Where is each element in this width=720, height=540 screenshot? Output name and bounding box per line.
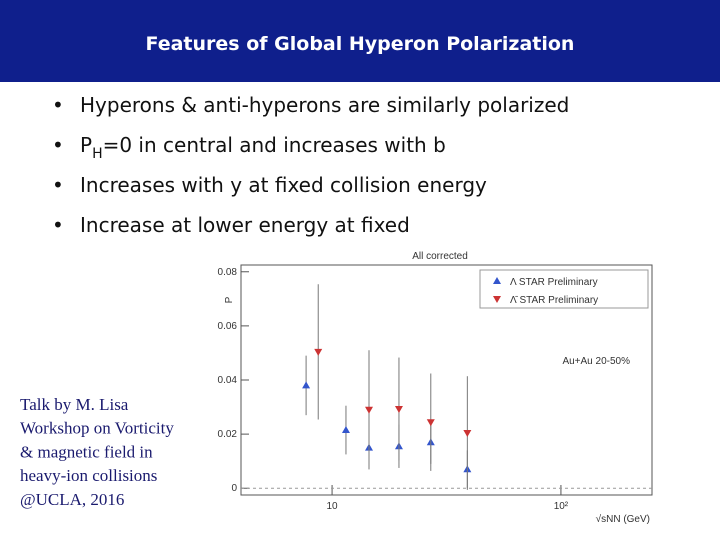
bullet: PH=0 in central and increases with b (80, 133, 446, 162)
data-point (341, 426, 350, 434)
bullet-dot: • (52, 133, 64, 157)
chart-title: All corrected (412, 251, 468, 262)
legend-marker (493, 296, 501, 303)
bullet-text: =0 in central and increases with b (103, 133, 446, 157)
data-point (394, 405, 403, 413)
citation-line: Talk by M. Lisa (20, 395, 129, 414)
data-point (302, 381, 311, 389)
bullet-dot: • (52, 173, 64, 197)
y-tick-label: 0.08 (218, 267, 238, 278)
citation-line: @UCLA, 2016 (20, 490, 124, 509)
x-tick-label: 10 (327, 501, 339, 512)
subscript: H (92, 146, 103, 162)
legend-label: Λ STAR Preliminary (510, 277, 598, 288)
data-point (426, 419, 435, 427)
legend-marker (493, 277, 501, 284)
legend-label: Λ̄ STAR Preliminary (510, 295, 598, 306)
annotation: Au+Au 20-50% (562, 356, 630, 367)
citation-line: & magnetic field in (20, 442, 153, 461)
bullet-text: P (80, 133, 92, 157)
bullet: Hyperons & anti-hyperons are similarly p… (80, 93, 569, 117)
chart: All corrected P √sNN (GeV) Au+Au 20-50% 0 0.0… (218, 251, 653, 525)
bullets: • Hyperons & anti-hyperons are similarly… (52, 93, 569, 237)
y-tick-label: 0.04 (218, 375, 238, 386)
citation-line: heavy-ion collisions (20, 466, 157, 485)
y-tick-label: 0.02 (218, 429, 238, 440)
bullet: Increases with y at fixed collision ener… (80, 173, 487, 197)
data-point (314, 348, 323, 356)
citation-line: Workshop on Vorticity (20, 419, 174, 438)
y-tick-label: 0.06 (218, 321, 238, 332)
bullet: Increase at lower energy at fixed (80, 213, 410, 237)
bullet-dot: • (52, 213, 64, 237)
data-point (463, 430, 472, 438)
x-axis-label: √sNN (GeV) (596, 513, 650, 525)
x-tick-label: 10² (554, 501, 569, 512)
legend-box (479, 269, 649, 309)
bullet-dot: • (52, 93, 64, 117)
citation: Talk by M. Lisa Workshop on Vorticity & ma… (20, 395, 174, 509)
slide-title: Features of Global Hyperon Polarization (146, 33, 575, 55)
y-axis-label: P (224, 296, 235, 303)
y-tick-label: 0 (231, 483, 237, 494)
data-point (365, 406, 374, 414)
header-bar (0, 0, 720, 82)
